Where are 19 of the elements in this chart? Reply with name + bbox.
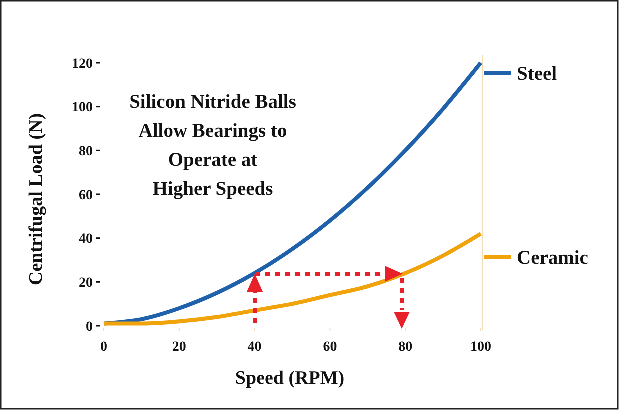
- line-series: [102, 232, 483, 326]
- annotation: Silicon Nitride Balls Allow Bearings to Operate at Higher Speeds: [130, 92, 297, 200]
- y-tick-label: 120: [72, 56, 93, 72]
- x-tick-label: 60: [323, 340, 338, 355]
- x-tick-label: 100: [470, 340, 492, 355]
- legend-label: Steel: [517, 64, 558, 85]
- x-tick-label: 80: [398, 340, 413, 355]
- y-tick-label: 20: [79, 276, 93, 292]
- y-tick-label: 80: [79, 144, 93, 160]
- y-tick-label: 100: [72, 100, 93, 116]
- x-axis-title: Speed (RPM): [235, 368, 345, 389]
- x-tick-label: 20: [172, 340, 186, 355]
- y-tick-label: 0: [86, 320, 93, 335]
- x-tick-label: 0: [100, 340, 108, 355]
- y-tick-label: 60: [79, 188, 93, 204]
- y-tick-label: 40: [79, 232, 93, 248]
- legend-label: Ceramic: [517, 248, 589, 269]
- y-axis-title: Centrifugal Load (N): [26, 113, 47, 286]
- x-tick-label: 40: [248, 340, 262, 355]
